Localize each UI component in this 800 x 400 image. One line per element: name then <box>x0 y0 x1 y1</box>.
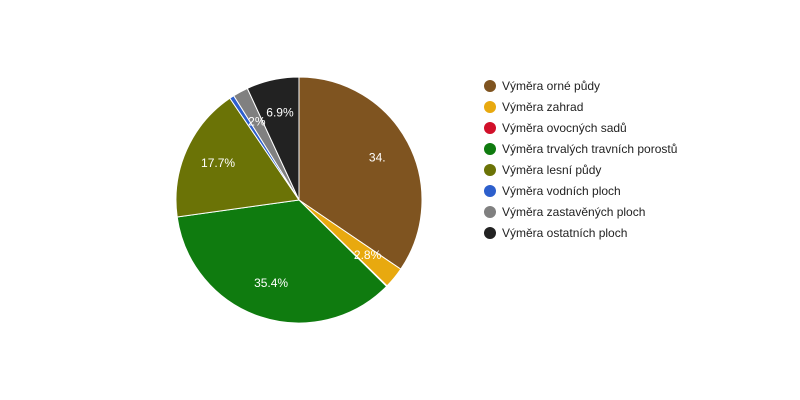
legend-item-ostatni-plochy[interactable]: Výměra ostatních ploch <box>484 222 677 243</box>
legend-label: Výměra zastavěných ploch <box>502 204 646 219</box>
legend-swatch <box>484 79 496 92</box>
legend-item-ovocne-sady[interactable]: Výměra ovocných sadů <box>484 117 677 138</box>
legend-item-orna-puda[interactable]: Výměra orné půdy <box>484 75 677 96</box>
legend-item-vodni-plochy[interactable]: Výměra vodních ploch <box>484 180 677 201</box>
legend-item-trvale-travni-porosty[interactable]: Výměra trvalých travních porostů <box>484 138 677 159</box>
legend-label: Výměra zahrad <box>502 99 584 114</box>
pie-slice-vymera-ostatnich-ploch[interactable] <box>246 76 300 201</box>
legend-swatch <box>484 226 496 239</box>
slice-data-label-vymera-zastavenych-ploch: 2% <box>248 114 266 128</box>
legend-swatch <box>484 205 496 218</box>
slice-data-label-vymera-orne-pudy: 34. <box>369 151 386 165</box>
pie-slice-vymera-lesni-pudy[interactable] <box>175 97 300 218</box>
legend-swatch <box>484 100 496 113</box>
legend-label: Výměra lesní půdy <box>502 162 602 177</box>
legend-item-zahrady[interactable]: Výměra zahrad <box>484 96 677 117</box>
chart-legend: Výměra orné půdy Výměra zahrad Výměra ov… <box>484 75 677 243</box>
legend-swatch <box>484 184 496 197</box>
legend-label: Výměra ostatních ploch <box>502 225 628 240</box>
slice-data-label-vymera-zahrad: 2.8% <box>354 248 382 262</box>
legend-swatch <box>484 163 496 176</box>
legend-item-lesni-puda[interactable]: Výměra lesní půdy <box>484 159 677 180</box>
legend-label: Výměra orné půdy <box>502 78 601 93</box>
slice-data-label-vymera-ostatnich-ploch: 6.9% <box>266 106 294 120</box>
legend-label: Výměra trvalých travních porostů <box>502 141 678 156</box>
legend-swatch <box>484 121 496 134</box>
slice-data-label-vymera-lesni-pudy: 17.7% <box>201 156 235 170</box>
legend-swatch <box>484 142 496 155</box>
legend-item-zastavene-plochy[interactable]: Výměra zastavěných ploch <box>484 201 677 222</box>
legend-label: Výměra ovocných sadů <box>502 120 627 135</box>
slice-data-label-vymera-trvalych-travnich-porostu: 35.4% <box>254 276 288 290</box>
pie-slice-vymera-orne-pudy[interactable] <box>298 76 423 270</box>
legend-label: Výměra vodních ploch <box>502 183 621 198</box>
pie-slice-vymera-trvalych-travnich-porostu[interactable] <box>176 199 388 324</box>
